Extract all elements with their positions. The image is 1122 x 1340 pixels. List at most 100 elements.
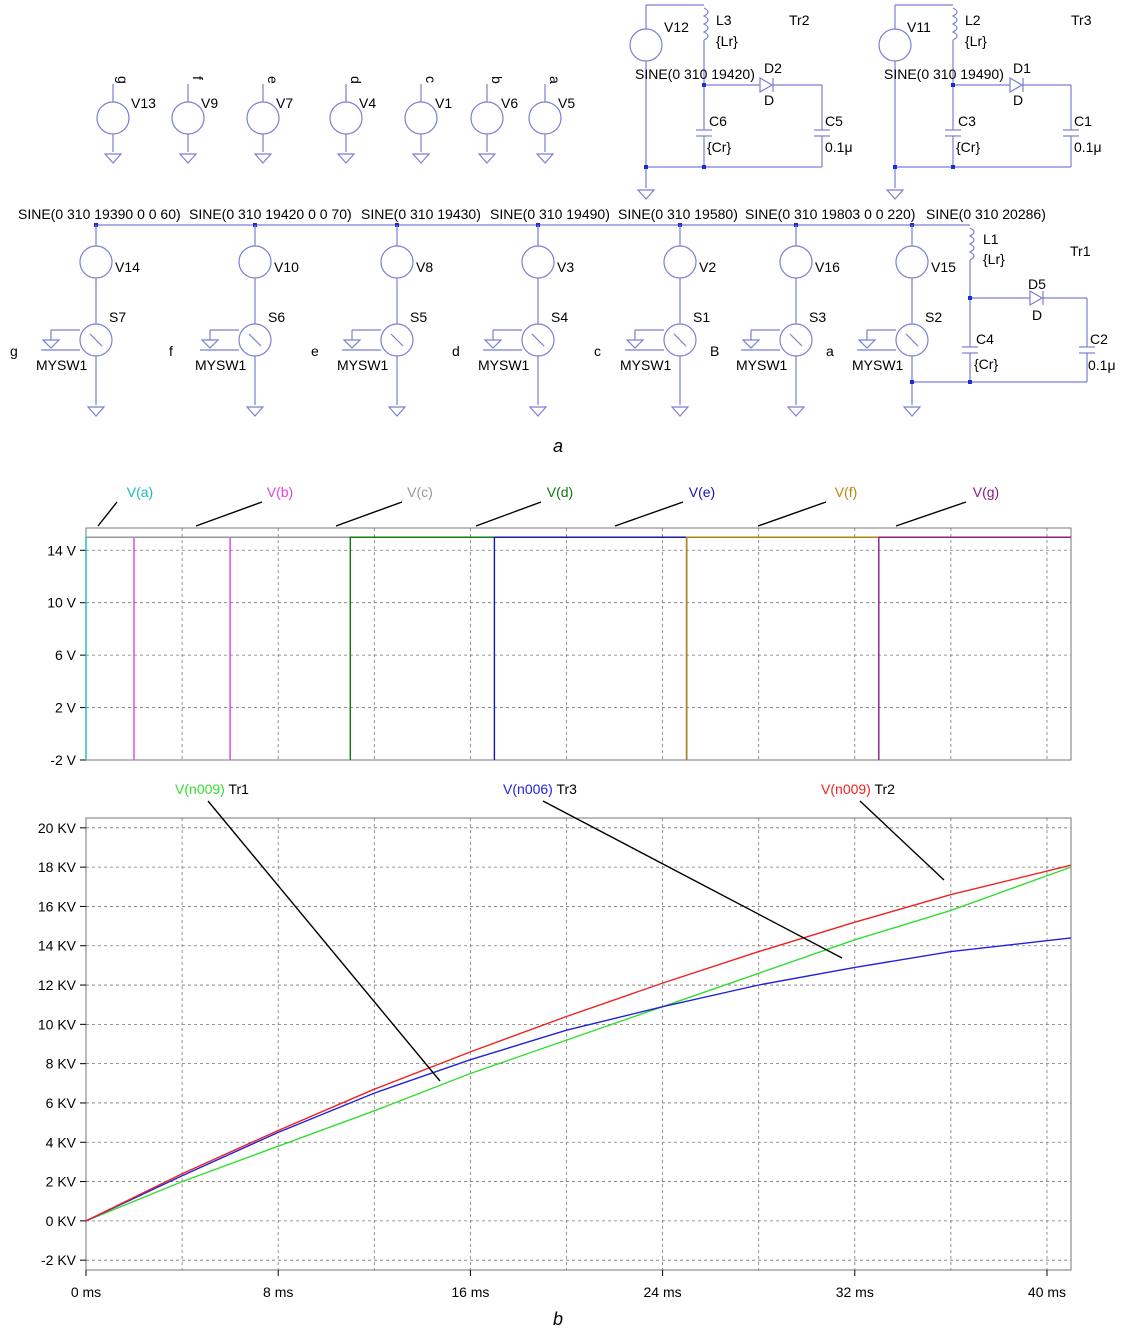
switch-stage: V8 S5 e MYSW1: [311, 223, 433, 417]
stage-source-label: V8: [416, 259, 433, 275]
y-tick-label: 2 V: [55, 700, 77, 716]
tr1-inductor-label: L1: [983, 231, 999, 247]
tr3-diode-label: D1: [1013, 60, 1031, 76]
y-tick-label: 4 KV: [46, 1134, 77, 1150]
y-tick-label: 18 KV: [38, 859, 77, 875]
tr3-diode-model: D: [1013, 92, 1023, 108]
tr1-diode-model: D: [1032, 307, 1042, 323]
x-tick-label: 40 ms: [1028, 1284, 1066, 1300]
leader-line: [542, 800, 843, 959]
stage-switch-label: S7: [109, 309, 126, 325]
net-label: e: [265, 76, 281, 84]
source-label: V6: [501, 95, 518, 111]
y-tick-label: 10 V: [47, 595, 76, 611]
tr2-title: Tr2: [789, 12, 810, 28]
leader-line: [757, 501, 827, 527]
legend-label: V(c): [407, 484, 433, 500]
legend-label: V(g): [973, 484, 999, 500]
stage-model-label: MYSW1: [478, 357, 530, 373]
stage-control-net: g: [10, 343, 18, 359]
legend-label: V(n006) Tr3: [503, 781, 577, 797]
leader-line: [97, 501, 118, 527]
source-label: V9: [201, 95, 218, 111]
sine-label: SINE(0 310 19390 0 0 60): [18, 206, 181, 222]
legend-label: V(f): [835, 484, 858, 500]
stage-switch-label: S1: [693, 309, 710, 325]
legend-entry: V(a): [97, 484, 153, 527]
net-label: d: [348, 76, 364, 84]
tr2-inductor-value: {Lr}: [716, 33, 738, 49]
legend-label: V(n009) Tr2: [821, 781, 895, 797]
stage-model-label: MYSW1: [195, 357, 247, 373]
tr1-cap-res-label: C4: [976, 331, 994, 347]
tr3-inductor-label: L2: [965, 12, 981, 28]
top-source-v7: V7 e: [246, 76, 293, 164]
tr2-diode-model: D: [764, 92, 774, 108]
switch-stages: V14 S7 g MYSW1 V10 S6 f MYSW1 V8 S5 e MYSW1 V3 S4 d MYS…: [10, 223, 956, 417]
top-source-v4: V4 d: [329, 76, 376, 164]
y-tick-label: 16 KV: [38, 898, 77, 914]
series-line-v-d-: [349, 536, 1071, 760]
tr3-cap-res-value: {Cr}: [956, 139, 980, 155]
stage-model-label: MYSW1: [736, 357, 788, 373]
legend-entry: V(g): [895, 484, 999, 527]
chart-digital-signals: 14 V 10 V 6 V 2 V -2 V V(a) V(b) V(c) V(d) V(e) V…: [47, 484, 1072, 768]
tr3-inductor-value: {Lr}: [965, 33, 987, 49]
tr3-cap-out-value: 0.1μ: [1074, 139, 1102, 155]
y-tick-label: 6 KV: [46, 1095, 77, 1111]
series-line-v-n009-tr2: [85, 864, 1072, 1222]
legend-entry: V(d): [475, 484, 573, 527]
y-tick-label: 10 KV: [38, 1016, 77, 1032]
tr1-cap-res-value: {Cr}: [974, 356, 998, 372]
chart-output-voltage: 20 KV 18 KV 16 KV 14 KV 12 KV 10 KV 8 KV 6 KV 4 …: [38, 781, 1072, 1300]
leader-line: [859, 800, 945, 881]
sine-label-row: SINE(0 310 19390 0 0 60) SINE(0 310 1942…: [18, 206, 1046, 222]
stage-source-label: V15: [931, 259, 956, 275]
source-label: V13: [131, 95, 156, 111]
source-label: V4: [359, 95, 376, 111]
y-tick-label: 6 V: [55, 647, 77, 663]
stage-control-net: e: [311, 343, 319, 359]
net-label: b: [489, 76, 505, 84]
legend-entry: V(n009) Tr1: [175, 781, 441, 1082]
tr1-block: L1 {Lr} Tr1 D5 D C4 {Cr} C2 0.1μ: [910, 227, 1116, 384]
series-line-v-n006-tr3: [85, 937, 1072, 1222]
series-line-v-a-: [85, 536, 1071, 760]
sine-label: SINE(0 310 20286): [926, 206, 1046, 222]
tr3-block: V11 L2 {Lr} Tr3 SINE(0 310 19490) D1 D C…: [878, 4, 1102, 200]
inductor-l1: [968, 227, 975, 261]
x-tick-label: 0 ms: [71, 1284, 101, 1300]
tr3-sine: SINE(0 310 19490): [884, 66, 1004, 82]
stage-source-label: V2: [699, 259, 716, 275]
plot-frame: [85, 527, 1072, 761]
circuit-schematic: V13 V13 g V9 f V7 e V4 d: [10, 4, 1116, 456]
leader-line: [614, 501, 684, 527]
stage-source-label: V14: [115, 259, 140, 275]
tr1-title: Tr1: [1070, 243, 1091, 259]
stage-control-net: c: [594, 343, 601, 359]
net-label: f: [190, 76, 206, 80]
top-source-v5: V5 a: [528, 76, 575, 164]
stage-model-label: MYSW1: [620, 357, 672, 373]
tr2-inductor-label: L3: [716, 12, 732, 28]
tr1-inductor-value: {Lr}: [983, 251, 1005, 267]
legend-entry: V(n006) Tr3: [503, 781, 843, 959]
leader-line: [207, 800, 441, 1082]
top-source-v13: V13 V13 g: [96, 76, 156, 164]
tr2-cap-out-value: 0.1μ: [825, 139, 853, 155]
switch-stage: V3 S4 d MYSW1: [452, 223, 574, 417]
tr2-cap-res-label: C6: [709, 113, 727, 129]
y-tick-label: 2 KV: [46, 1174, 77, 1190]
tr2-sine: SINE(0 310 19420): [635, 66, 755, 82]
stage-control-net: a: [826, 343, 834, 359]
y-tick-label: 20 KV: [38, 820, 77, 836]
tr3-cap-res-label: C3: [958, 113, 976, 129]
legend-entry: V(b): [195, 484, 293, 527]
plot-frame: [85, 817, 1072, 1271]
tr2-cap-out-label: C5: [825, 113, 843, 129]
stage-model-label: MYSW1: [36, 357, 88, 373]
stage-source-label: V16: [815, 259, 840, 275]
sine-label: SINE(0 310 19420 0 0 70): [189, 206, 352, 222]
switch-stage: V2 S1 c MYSW1: [594, 223, 716, 417]
